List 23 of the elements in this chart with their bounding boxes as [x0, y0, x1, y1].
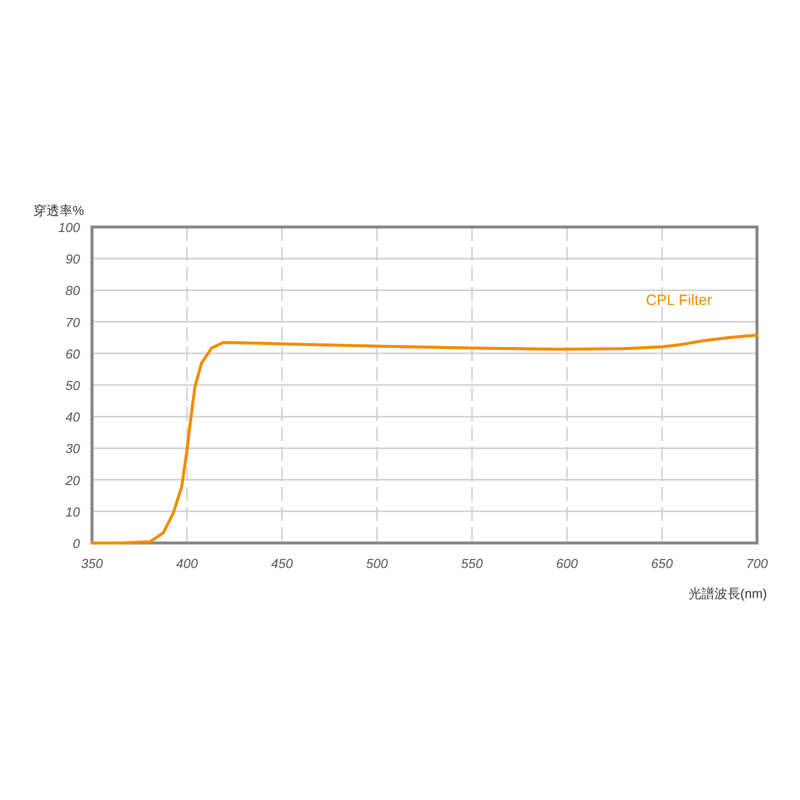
x-axis-title: 光譜波長(nm) — [688, 586, 767, 601]
y-tick-label: 70 — [66, 314, 81, 330]
text: CPL Filter — [646, 292, 712, 310]
x-tick-label: 650 — [651, 556, 674, 571]
y-tick-label: 30 — [66, 441, 81, 456]
x-tick-label: 700 — [746, 556, 769, 571]
x-tick-label: 450 — [271, 556, 294, 571]
line-series — [90, 334, 758, 544]
y-tick-label: 100 — [58, 220, 81, 235]
y-tick-label: 20 — [64, 472, 81, 488]
y-tick-label: 50 — [66, 378, 81, 393]
x-tick-label: 400 — [176, 556, 199, 571]
x-tick-label: 500 — [366, 556, 389, 571]
y-tick-label: 10 — [66, 504, 81, 520]
y-tick-label: 80 — [66, 283, 81, 298]
y-tick-label: 40 — [66, 410, 81, 425]
x-tick-label: 350 — [81, 556, 104, 571]
y-tick-label: 90 — [66, 252, 81, 267]
x-tick-label: 550 — [461, 556, 484, 571]
y-tick-label: 0 — [72, 536, 81, 551]
x-tick-label: 600 — [556, 556, 579, 571]
y-axis-title: 穿透率% — [33, 203, 84, 218]
y-tick-label: 60 — [66, 346, 81, 362]
